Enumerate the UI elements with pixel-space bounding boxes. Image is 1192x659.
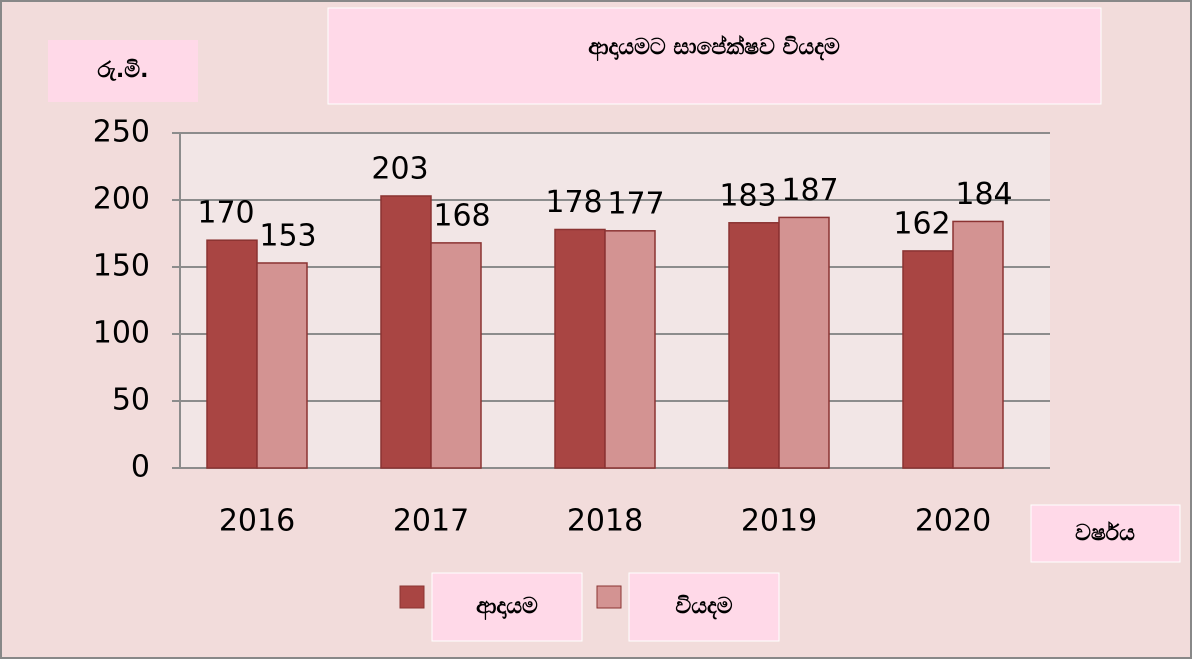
legend-swatch [596,585,622,609]
bar [430,242,482,469]
y-tick-label: 150 [93,249,150,284]
x-label-box [1030,504,1181,563]
data-label: 170 [197,196,254,231]
y-axis-label: රු.මි. [98,58,149,83]
legend-label: ආදායම [476,594,538,620]
legend-swatch [399,585,425,609]
legend-box [431,572,583,642]
data-label: 178 [545,185,602,220]
y-tick-label: 50 [112,383,150,418]
data-label: 168 [433,198,490,233]
chart-title: ආදායමට සාපේක්ෂව වියදම [588,34,840,61]
legend-label: වියදම [675,594,732,620]
bar [380,195,432,469]
data-label: 153 [259,218,316,253]
title-box [327,7,1102,105]
bar [728,222,780,469]
data-label: 162 [893,206,950,241]
x-tick-label: 2017 [393,504,469,539]
data-label: 203 [371,151,428,186]
bar [902,250,954,469]
data-label: 184 [955,177,1012,212]
data-label: 183 [719,178,776,213]
x-tick-label: 2020 [915,504,991,539]
y-tick-label: 250 [93,115,150,150]
y-label-box [48,40,198,102]
x-tick-label: 2016 [219,504,295,539]
bar [778,216,830,469]
data-label: 177 [607,186,664,221]
x-tick-label: 2019 [741,504,817,539]
y-tick-label: 100 [93,316,150,351]
legend-box [628,572,780,642]
y-tick-label: 200 [93,182,150,217]
bar [256,262,308,469]
x-axis-label: වර්ෂය [1075,520,1135,546]
bar [206,239,258,469]
bar [604,230,656,469]
x-tick-label: 2018 [567,504,643,539]
bar [952,220,1004,469]
data-label: 187 [781,173,838,208]
y-tick-label: 0 [131,450,150,485]
bar [554,228,606,469]
